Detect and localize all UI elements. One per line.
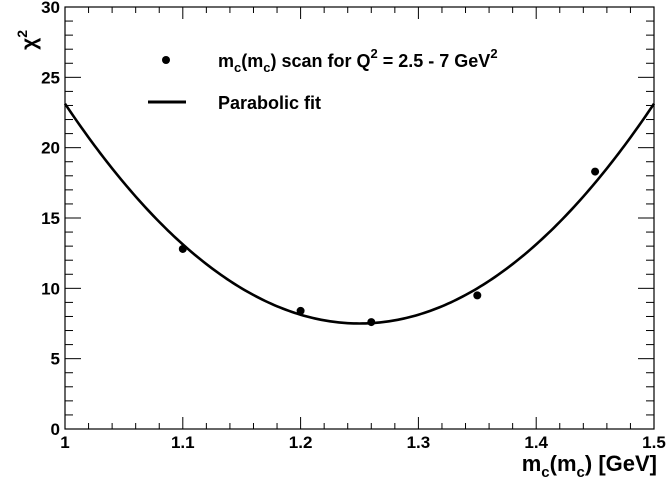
fit-curve-group xyxy=(63,102,656,325)
y-tick-label: 15 xyxy=(41,209,60,228)
y-tick-label: 30 xyxy=(41,0,60,17)
legend-label-fit: Parabolic fit xyxy=(218,93,321,113)
x-title-part: (m xyxy=(550,451,577,476)
legend: mc(mc) scan for Q2 = 2.5 - 7 GeV2Parabol… xyxy=(148,46,498,113)
x-tick-label: 1 xyxy=(60,433,69,452)
parabolic-fit-curve xyxy=(63,102,656,325)
y-tick-label: 20 xyxy=(41,139,60,158)
legend-text-part: = 2.5 - 7 GeV xyxy=(378,51,491,71)
legend-superscript: 2 xyxy=(490,46,497,61)
axis-ticks xyxy=(64,6,655,430)
data-points-group xyxy=(178,167,600,327)
x-title-part: m xyxy=(522,451,542,476)
tick-labels: 1 1.1 1.2 1.3 1.4 1.5 0 5 10 15 20 25 30 xyxy=(41,0,666,452)
legend-subscript: c xyxy=(234,60,241,75)
x-tick-label: 1.5 xyxy=(642,433,666,452)
x-tick-label: 1.1 xyxy=(171,433,195,452)
y-tick-label: 25 xyxy=(41,68,60,87)
data-point xyxy=(473,291,482,300)
legend-text-part: m xyxy=(218,51,234,71)
y-title-superscript: 2 xyxy=(14,30,30,38)
x-tick-label: 1.4 xyxy=(524,433,548,452)
y-tick-label: 0 xyxy=(51,420,60,439)
y-tick-label: 5 xyxy=(51,350,60,369)
x-title-subscript: c xyxy=(577,464,585,481)
x-title-part: ) [GeV] xyxy=(585,451,657,476)
y-axis-title: χ2 xyxy=(14,30,41,50)
y-tick-label: 10 xyxy=(41,279,60,298)
x-axis-title: mc(mc) [GeV] xyxy=(522,451,657,481)
x-tick-label: 1.3 xyxy=(407,433,431,452)
legend-superscript: 2 xyxy=(371,46,378,61)
x-title-subscript: c xyxy=(541,464,549,481)
legend-text-part: (m xyxy=(241,51,263,71)
axis-titles: mc(mc) [GeV]χ2 xyxy=(14,30,657,481)
data-point xyxy=(178,244,187,253)
legend-subscript: c xyxy=(263,60,270,75)
data-point xyxy=(367,318,376,327)
legend-text-part: ) scan for Q xyxy=(270,51,370,71)
legend-point-marker xyxy=(162,56,170,64)
legend-label-scan: mc(mc) scan for Q2 = 2.5 - 7 GeV2 xyxy=(218,46,498,75)
x-tick-label: 1.2 xyxy=(289,433,313,452)
y-title-part: χ xyxy=(18,38,41,50)
data-point xyxy=(296,306,305,315)
data-point xyxy=(591,167,600,176)
